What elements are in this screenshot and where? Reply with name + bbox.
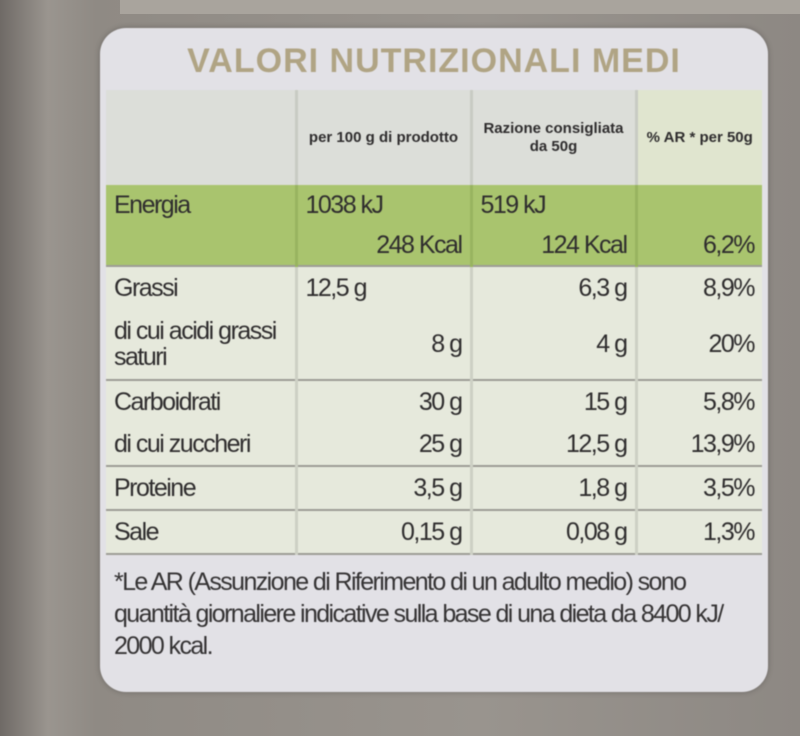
col-header-ar: % AR * per 50g [636,90,762,185]
nutrition-table: per 100 g di prodotto Razione consigliat… [106,90,762,555]
nutrient-name: Grassi [106,266,298,309]
value-serving: 12,5 g [471,423,638,467]
package-edge [120,0,800,14]
value-serving: 15 g [471,380,638,423]
col-header-serving: Razione consigliata da 50g [471,90,638,185]
value-per100: 25 g [296,423,473,467]
nutrient-name: Carboidrati [106,380,298,423]
nutrient-name [106,225,298,267]
value-per100: 0,15 g [296,510,473,555]
nutrient-name: di cui zuccheri [106,423,298,467]
value-serving: 519 kJ [471,185,638,225]
value-serving: 4 g [471,309,638,381]
nutrient-name: Sale [106,510,298,555]
table-row-fat: Grassi 12,5 g 6,3 g 8,9% [106,266,762,309]
value-serving: 1,8 g [471,466,638,511]
value-ar [636,185,762,225]
value-serving: 124 Kcal [471,225,638,267]
value-ar: 20% [636,309,762,381]
value-ar: 3,5% [636,466,762,511]
value-serving: 0,08 g [471,510,638,555]
footnote: *Le AR (Assunzione di Riferimento di un … [114,568,724,660]
col-header-nutrient [106,90,298,185]
nutrient-name: di cui acidi grassi saturi [106,309,298,381]
value-per100: 12,5 g [296,266,473,309]
value-serving: 6,3 g [471,266,638,309]
value-per100: 30 g [296,380,473,423]
nutrition-label: VALORI NUTRIZIONALI MEDI per 100 g di pr… [100,28,768,692]
value-ar: 6,2% [636,225,762,267]
table-row-carbohydrates: Carboidrati 30 g 15 g 5,8% [106,380,762,423]
table-row-energy-kj: Energia 1038 kJ 519 kJ [106,185,762,225]
header-row: per 100 g di prodotto Razione consigliat… [106,90,762,185]
nutrient-name: Energia [106,185,298,225]
value-ar: 5,8% [636,380,762,423]
table-row-salt: Sale 0,15 g 0,08 g 1,3% [106,510,762,555]
value-per100: 3,5 g [296,466,473,511]
table-row-sugars: di cui zuccheri 25 g 12,5 g 13,9% [106,423,762,467]
value-per100: 8 g [296,309,473,381]
table-row-energy-kcal: 248 Kcal 124 Kcal 6,2% [106,225,762,267]
value-ar: 1,3% [636,510,762,555]
table-row-protein: Proteine 3,5 g 1,8 g 3,5% [106,466,762,511]
value-ar: 8,9% [636,266,762,309]
table-row-saturated-fat: di cui acidi grassi saturi 8 g 4 g 20% [106,309,762,381]
value-ar: 13,9% [636,423,762,467]
value-per100: 248 Kcal [296,225,473,267]
value-per100: 1038 kJ [296,185,473,225]
col-header-per100: per 100 g di prodotto [296,90,473,185]
label-title: VALORI NUTRIZIONALI MEDI [187,42,681,80]
nutrient-name: Proteine [106,466,298,511]
